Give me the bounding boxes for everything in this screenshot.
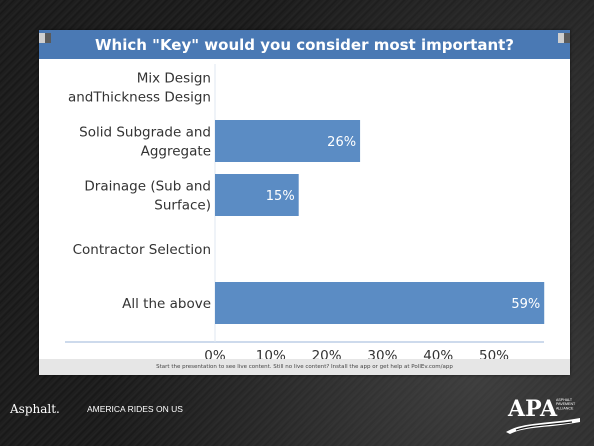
- logo-subtext: ASPHALT PAVEMENT ALLIANCE: [556, 398, 576, 410]
- poll-question: Which "Key" would you consider most impo…: [94, 35, 515, 54]
- tagline: AMERICA RIDES ON US: [87, 404, 183, 414]
- category-label: Surface): [154, 198, 211, 214]
- bar-value-label: 15%: [266, 189, 295, 204]
- apa-logo: APA ASPHALT PAVEMENT ALLIANCE: [506, 396, 580, 434]
- category-label: Mix Design: [137, 71, 211, 87]
- poll-card: Which "Key" would you consider most impo…: [39, 30, 570, 375]
- bar: [215, 282, 545, 324]
- poll-footer-note: Start the presentation to see live conte…: [156, 364, 453, 370]
- corner-marker-top-right: [558, 33, 570, 43]
- bar: [215, 174, 299, 216]
- category-label: andThickness Design: [68, 90, 211, 106]
- logo-road-line: [515, 421, 573, 431]
- category-label: Aggregate: [141, 144, 211, 160]
- poll-footer: Start the presentation to see live conte…: [39, 359, 570, 375]
- logo-road-swoosh: [506, 418, 580, 434]
- logo-text: APA: [507, 396, 558, 422]
- brand-wordmark: Asphalt.: [10, 402, 60, 416]
- category-label: Contractor Selection: [73, 242, 211, 258]
- bar-value-label: 26%: [327, 135, 356, 150]
- bar: [215, 120, 361, 162]
- bar-value-label: 59%: [511, 297, 540, 312]
- category-label: Drainage (Sub and: [84, 179, 211, 195]
- category-label: Solid Subgrade and: [79, 125, 211, 141]
- corner-marker-top-left: [39, 33, 51, 43]
- poll-question-header: Which "Key" would you consider most impo…: [39, 30, 570, 59]
- bar-chart: Mix Design andThickness Design Solid Subgr…: [65, 64, 545, 364]
- category-label: All the above: [122, 296, 211, 312]
